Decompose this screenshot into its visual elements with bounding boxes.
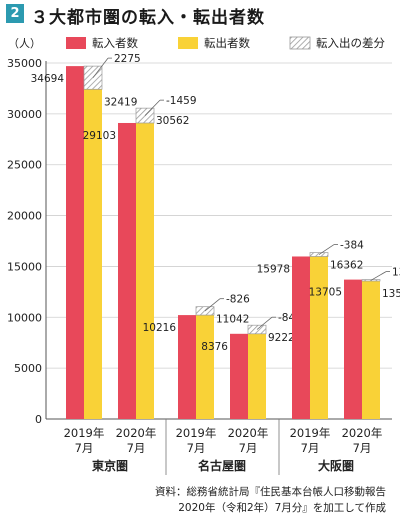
group-label: 東京圏 [92, 458, 128, 473]
y-tick-label: 25000 [7, 159, 42, 172]
data-label-out: 16362 [330, 260, 363, 272]
x-tick-year: 2020年 [342, 426, 383, 440]
y-tick-label: 35000 [7, 57, 42, 70]
diff-leader [204, 298, 221, 312]
bar-diff [247, 324, 267, 335]
x-tick-year: 2020年 [228, 426, 269, 440]
diff-leader [370, 271, 387, 281]
x-tick-month: 7月 [187, 441, 206, 455]
legend-swatch [289, 36, 311, 50]
legend-swatch [178, 37, 198, 49]
data-label-out: 9222 [268, 332, 295, 344]
data-label-diff: 2275 [114, 53, 141, 65]
bar-out [136, 108, 154, 419]
bar-diff [361, 279, 381, 282]
chart: 0 5000 10000 15000 20000 25000 30000 35000 （人） 転入… [7, 36, 400, 475]
x-tick-month: 7月 [301, 441, 320, 455]
source-note: 資料：総務省統計局『住民基本台帳人口移動報告 2020年（令和2年）7月分』を加… [155, 484, 386, 516]
bar-out [310, 252, 328, 419]
bar-in [292, 256, 310, 419]
y-tick-label: 10000 [7, 311, 42, 324]
y-tick-label: 0 [35, 413, 42, 426]
data-label-in: 15978 [257, 263, 290, 275]
diff-leader [256, 316, 273, 330]
data-label-out: 13568 [382, 288, 400, 300]
y-tick-label: 30000 [7, 108, 42, 121]
bar-in [344, 279, 362, 419]
diff-leader [92, 57, 109, 78]
data-label-in: 29103 [83, 130, 116, 142]
x-tick-year: 2020年 [116, 426, 157, 440]
bar-in [178, 315, 196, 419]
bar-out [196, 306, 214, 419]
bar-out [248, 325, 266, 419]
legend-label: 転出者数 [204, 36, 250, 50]
group-label: 大阪圏 [318, 458, 354, 473]
diff-leader [318, 244, 335, 255]
x-tick-month: 7月 [353, 441, 372, 455]
legend-swatch [66, 37, 86, 49]
data-label-diff: 137 [392, 267, 400, 279]
y-axis-unit: （人） [8, 37, 41, 50]
source-line-2: 2020年（令和2年）7月分』を加工して作成 [178, 502, 386, 514]
data-label-in: 34694 [31, 73, 65, 85]
data-label-in: 10216 [143, 322, 177, 334]
x-tick-year: 2019年 [64, 426, 105, 440]
legend-label: 転入者数 [92, 36, 138, 50]
figure-title: ３大都市圏の転入・転出者数 [31, 8, 265, 28]
diff-leader [144, 99, 161, 116]
data-label-diff: -1459 [166, 95, 197, 107]
legend-label: 転入出の差分 [316, 36, 385, 50]
y-tick-label: 20000 [7, 210, 42, 223]
data-label-diff: -826 [226, 294, 250, 306]
bar-out [84, 89, 102, 420]
data-label-out: 30562 [156, 115, 189, 127]
figure-header: 2 ３大都市圏の転入・転出者数 [0, 0, 400, 28]
data-label-out: 11042 [216, 314, 249, 326]
x-tick-month: 7月 [239, 441, 258, 455]
x-tick-month: 7月 [75, 441, 94, 455]
data-label-in: 13705 [309, 287, 342, 299]
x-tick-year: 2019年 [290, 426, 331, 440]
y-tick-label: 5000 [14, 362, 42, 375]
x-tick-year: 2019年 [176, 426, 217, 440]
data-label-diff: -384 [340, 240, 364, 252]
bar-in [118, 122, 136, 420]
figure-number: 2 [6, 4, 24, 23]
bar-in [66, 66, 84, 419]
bar-diff [309, 252, 329, 257]
bar-in [230, 333, 248, 419]
group-label: 名古屋圏 [198, 458, 246, 473]
data-label-out: 32419 [104, 96, 137, 108]
x-tick-month: 7月 [127, 441, 146, 455]
data-label-in: 8376 [201, 341, 228, 353]
y-tick-label: 15000 [7, 260, 42, 273]
source-line-1: 資料：総務省統計局『住民基本台帳人口移動報告 [155, 486, 386, 498]
bar-out [362, 280, 380, 419]
